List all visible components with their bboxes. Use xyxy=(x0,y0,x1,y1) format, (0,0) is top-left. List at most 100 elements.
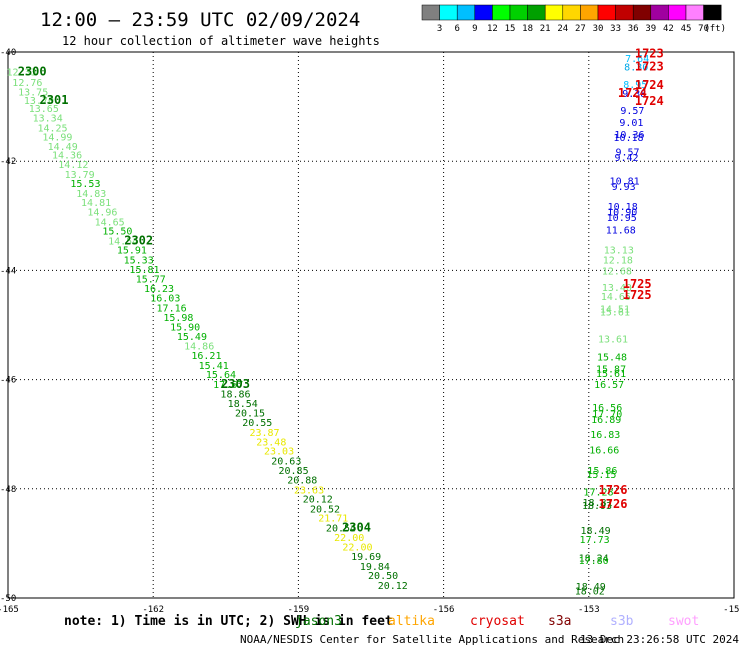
wave-height-label: 14.86 xyxy=(184,342,214,353)
wave-height-label: 9.93 xyxy=(612,182,636,193)
colorbar-swatch xyxy=(509,4,528,21)
x-tick-label: -153 xyxy=(578,605,600,615)
colorbar-swatch xyxy=(492,4,511,21)
wave-height-label: 14.12 xyxy=(58,160,88,171)
plot-frame xyxy=(7,51,735,599)
wave-height-label: 16.83 xyxy=(590,430,620,441)
wave-height-label: 13.70 xyxy=(24,96,54,107)
wave-height-label: 9.01 xyxy=(619,118,643,129)
wave-height-label: 16.23 xyxy=(144,284,174,295)
wave-height-label: 18.54 xyxy=(228,399,258,410)
wave-height-label: 17.28 xyxy=(583,488,613,499)
wave-height-label: 20.12 xyxy=(303,495,333,506)
colorbar-swatch xyxy=(597,4,616,21)
x-tick-label: -156 xyxy=(433,605,455,615)
wave-height-label: 20.52 xyxy=(310,504,340,515)
wave-height-label: 16.56 xyxy=(592,403,622,414)
colorbar-swatch xyxy=(439,4,458,21)
axis-ticks: -40 -42 -44 -46 -48 -50-165 -162 -159 -156 -153 -1… xyxy=(0,48,740,615)
wave-height-label: 23.03 xyxy=(264,447,294,458)
wave-height-label: 18.86 xyxy=(220,389,250,400)
wave-height-label: 14.65 xyxy=(601,292,631,303)
colorbar-label: 6 xyxy=(454,24,459,34)
wave-height-label: 17.73 xyxy=(580,535,610,546)
wave-height-label: 13.34 xyxy=(33,114,63,125)
wave-height-label: 20.88 xyxy=(287,476,317,487)
chart-subtitle: 12 hour collection of altimeter wave hei… xyxy=(62,34,380,48)
wave-height-label: 18.93 xyxy=(582,501,612,512)
wave-height-label: 13.61 xyxy=(598,335,628,346)
y-tick-label: -50 xyxy=(0,594,16,604)
colorbar-swatch xyxy=(562,4,581,21)
wave-height-label: 12.18 xyxy=(603,255,633,266)
wave-height-label: 15.98 xyxy=(163,313,193,324)
wave-height-label: 14.83 xyxy=(76,189,106,200)
time-labels: 2300230123022303230417231723172417241724… xyxy=(18,47,664,535)
wave-height-label: 20.55 xyxy=(242,418,272,429)
wave-height-label: 10.36 xyxy=(614,130,644,141)
wave-height-label: 23.63 xyxy=(294,485,324,496)
footer-credit: NOAA/NESDIS Center for Satellite Applica… xyxy=(240,633,624,646)
colorbar-label: 39 xyxy=(645,24,656,34)
wave-height-label: 14.54 xyxy=(108,236,138,247)
wave-height-label: 19.69 xyxy=(351,552,381,563)
wave-height-label: 22.00 xyxy=(342,543,372,554)
wave-height-label: 18.49 xyxy=(581,526,611,537)
time-label: 1724 xyxy=(635,94,664,108)
wave-height-label: 16.57 xyxy=(594,380,624,391)
x-tick-label: -150 xyxy=(723,605,740,615)
wave-height-label: 20.12 xyxy=(378,581,408,592)
wave-height-label: 23.87 xyxy=(249,428,279,439)
wave-height-label: 20.63 xyxy=(271,456,301,467)
wave-height-label: 13.79 xyxy=(65,170,95,181)
wave-height-label: 10.81 xyxy=(610,176,640,187)
colorbar-swatch xyxy=(650,4,669,21)
satellite-label: s3b xyxy=(610,614,634,629)
wave-height-label: 15.77 xyxy=(136,275,166,286)
wave-height-label: 15.53 xyxy=(70,179,100,190)
wave-height-label: 18.24 xyxy=(579,554,609,565)
wave-height-label: 14.65 xyxy=(95,217,125,228)
x-tick-label: -165 xyxy=(0,605,19,615)
y-tick-label: -42 xyxy=(0,157,16,167)
satellite-label: cryosat xyxy=(470,614,525,629)
wave-height-label: 15.41 xyxy=(199,361,229,372)
wave-height-label: 11.68 xyxy=(606,225,636,236)
wave-height-label: 13.40 xyxy=(602,283,632,294)
time-label: 2304 xyxy=(342,521,371,535)
wave-height-label: 13.13 xyxy=(604,246,634,257)
wave-height-label: 14.49 xyxy=(48,142,78,153)
wave-height-label: 14.96 xyxy=(87,207,117,218)
satellite-legend: jason3 altika cryosat s3a s3b swot xyxy=(295,614,699,629)
wave-height-label: 12.76 xyxy=(12,78,42,89)
wave-height-label: 8.95 xyxy=(623,80,647,91)
colorbar-label: 18 xyxy=(522,24,533,34)
colorbar-swatch xyxy=(632,4,652,21)
colorbar-swatch xyxy=(421,4,440,21)
time-label: 2301 xyxy=(40,93,69,107)
wave-height-label: 15.48 xyxy=(597,353,627,364)
wave-height-label: 13.65 xyxy=(29,104,59,115)
y-tick-label: -44 xyxy=(0,266,16,276)
wave-height-label: 9.57 xyxy=(620,106,644,117)
wave-height-label: 21.71 xyxy=(318,514,348,525)
wave-height-label: 14.99 xyxy=(42,133,72,144)
wave-height-label: 17.67 xyxy=(213,380,243,391)
wave-height-label: 9.42 xyxy=(615,153,639,164)
x-tick-label: -159 xyxy=(288,605,310,615)
time-label: 2302 xyxy=(124,233,153,247)
wave-height-label: 17.16 xyxy=(157,304,187,315)
wave-height-label: 7.64 xyxy=(625,54,649,65)
wave-height-label: 20.54 xyxy=(326,524,356,535)
satellite-label: jason3 xyxy=(295,614,342,629)
wave-height-label: 17.80 xyxy=(579,556,609,567)
wave-height-label: 18.49 xyxy=(576,582,606,593)
colorbar-label: 36 xyxy=(628,24,639,34)
plot-grid xyxy=(8,52,734,598)
wave-height-label: 14.25 xyxy=(37,123,67,134)
colorbar-label: 33 xyxy=(610,24,621,34)
colorbar-unit: (ft) xyxy=(704,24,726,34)
colorbar-label: 30 xyxy=(593,24,604,34)
wave-height-label: 8.30 xyxy=(624,63,648,74)
